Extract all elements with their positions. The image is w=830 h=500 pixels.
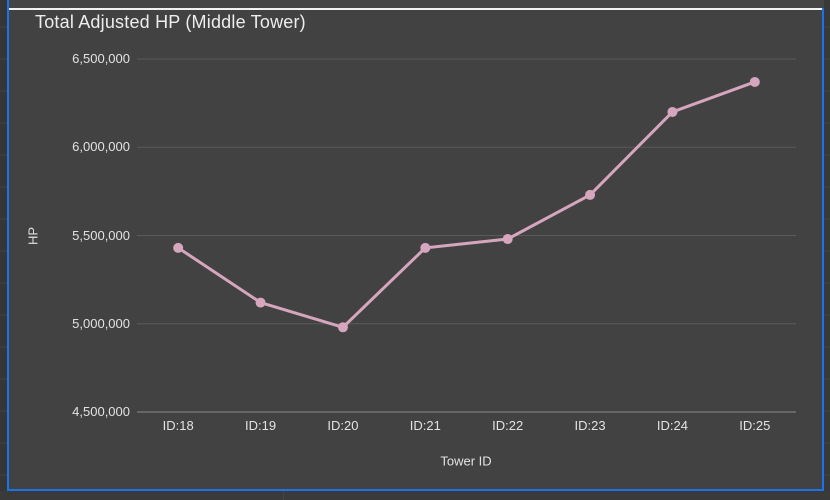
sheet-margin-bottom: [0, 491, 830, 500]
sheet-row-divider: [7, 8, 823, 10]
sheet-margin-right: [824, 0, 830, 500]
x-tick-label: ID:21: [409, 418, 441, 433]
selection-border-bottom: [7, 489, 824, 491]
x-tick-label: ID:22: [492, 418, 524, 433]
x-tick-label: ID:18: [162, 418, 194, 433]
selection-border-left: [7, 0, 9, 491]
y-tick-label: 6,500,000: [72, 51, 130, 66]
data-point[interactable]: [502, 234, 513, 245]
y-tick-label: 4,500,000: [72, 404, 130, 419]
data-point[interactable]: [173, 242, 184, 253]
data-point[interactable]: [749, 76, 760, 87]
data-point[interactable]: [420, 242, 431, 253]
y-tick-label: 5,000,000: [72, 315, 130, 331]
data-point[interactable]: [667, 106, 678, 117]
sheet-margin-top: [7, 0, 824, 8]
data-point[interactable]: [255, 297, 266, 308]
y-tick-label: 6,000,000: [72, 139, 130, 155]
series-line: [176, 80, 757, 329]
x-tick-label: ID:19: [245, 418, 277, 433]
data-point[interactable]: [585, 189, 596, 200]
x-tick-label: ID:24: [656, 418, 688, 433]
data-point[interactable]: [337, 322, 348, 333]
y-tick-label: 5,500,000: [72, 227, 130, 243]
selection-border-right: [822, 8, 824, 491]
x-axis-title: Tower ID: [440, 453, 492, 469]
chart-panel[interactable]: [9, 10, 822, 489]
chart-title: Total Adjusted HP (Middle Tower): [35, 12, 306, 32]
x-tick-label: ID:20: [327, 418, 359, 433]
x-tick-label: ID:23: [574, 418, 606, 433]
sheet-column-gridline: [283, 491, 284, 500]
sheet-margin-left: [0, 0, 7, 500]
x-tick-label: ID:25: [739, 418, 771, 433]
